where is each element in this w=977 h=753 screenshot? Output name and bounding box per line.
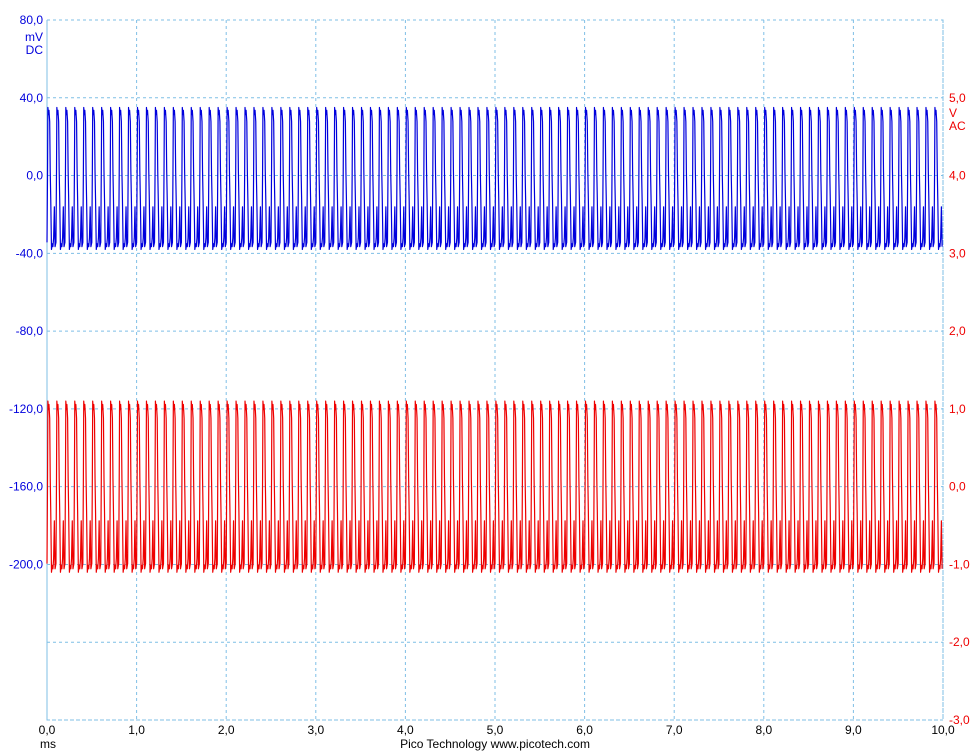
x-axis-ticks: 0,0 1,0 2,0 3,0 4,0 5,0 6,0 7,0 8,0 9,0 10,0	[39, 723, 955, 737]
grid-lines	[46, 19, 944, 721]
right-axis-tick-label: -1,0	[949, 557, 970, 571]
right-axis-tick-label: 4,0	[949, 169, 966, 183]
right-axis-unit-label: V	[949, 106, 957, 120]
red-waveform-trace	[46, 400, 943, 573]
left-axis-coupling-label: DC	[26, 43, 44, 57]
left-axis-ticks: 80,0 40,0 0,0 -40,0 -80,0 -120,0 -160,0 -200,0	[9, 13, 43, 571]
footer-credit: Pico Technology www.picotech.com	[400, 737, 590, 751]
x-axis-tick-label: 1,0	[128, 723, 145, 737]
left-axis-tick-label: -40,0	[16, 246, 44, 260]
x-axis-tick-label: 9,0	[845, 723, 862, 737]
x-axis-tick-label: 5,0	[487, 723, 504, 737]
left-axis-tick-label: 0,0	[26, 169, 43, 183]
waveform-traces	[46, 106, 943, 573]
right-axis-ticks: 5,0 4,0 3,0 2,0 1,0 0,0 -1,0 -2,0 -3,0	[949, 91, 970, 727]
x-axis-tick-label: 4,0	[397, 723, 414, 737]
right-axis-tick-label: 0,0	[949, 480, 966, 494]
left-axis-tick-label: 40,0	[20, 91, 44, 105]
right-axis-coupling-label: AC	[949, 119, 966, 133]
right-axis-tick-label: 1,0	[949, 402, 966, 416]
left-axis-tick-label: -200,0	[9, 557, 43, 571]
x-axis-tick-label: 3,0	[307, 723, 324, 737]
left-axis-tick-label: -80,0	[16, 324, 44, 338]
blue-waveform-trace	[46, 106, 943, 251]
right-axis-tick-label: -2,0	[949, 635, 970, 649]
x-axis-tick-label: 7,0	[666, 723, 683, 737]
left-axis-tick-label: 80,0	[20, 13, 44, 27]
x-axis-tick-label: 2,0	[218, 723, 235, 737]
right-axis-tick-label: -3,0	[949, 713, 970, 727]
x-axis-unit-label: ms	[40, 737, 56, 751]
right-axis-tick-label: 2,0	[949, 324, 966, 338]
x-axis-tick-label: 10,0	[931, 723, 955, 737]
right-axis-tick-label: 5,0	[949, 91, 966, 105]
x-axis-tick-label: 8,0	[755, 723, 772, 737]
x-axis-tick-label: 6,0	[576, 723, 593, 737]
left-axis-tick-label: -160,0	[9, 480, 43, 494]
left-axis-tick-label: -120,0	[9, 402, 43, 416]
x-axis-tick-label: 0,0	[39, 723, 56, 737]
right-axis-tick-label: 3,0	[949, 246, 966, 260]
left-axis-unit-label: mV	[25, 30, 43, 44]
